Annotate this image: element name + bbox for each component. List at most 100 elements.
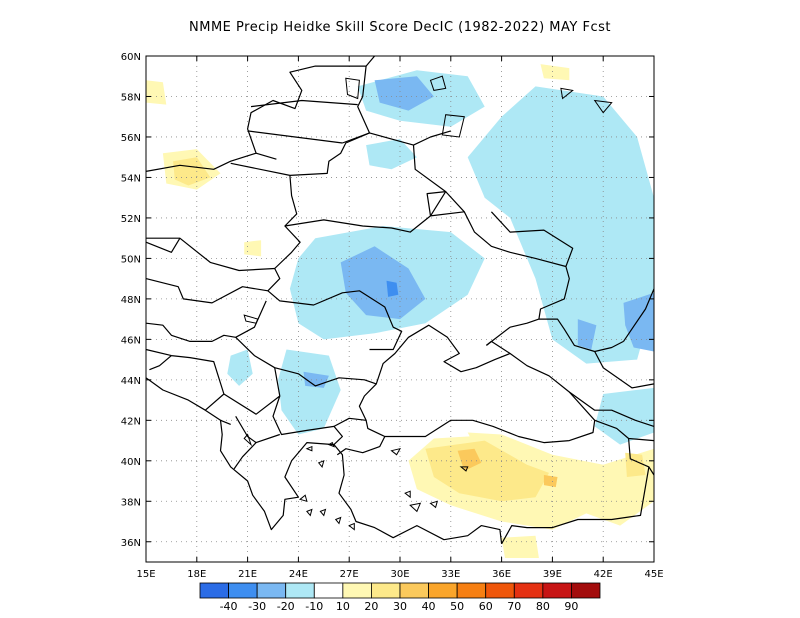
y-tick-label: 58N [121, 92, 141, 103]
y-tick-label: 50N [121, 254, 141, 265]
country-boundaries [145, 55, 655, 545]
colorbar-label: 50 [450, 600, 464, 613]
colorbar-swatch [542, 582, 572, 599]
y-tick-label: 42N [121, 416, 141, 427]
boundary-line-21 [220, 419, 231, 425]
boundary-line-25 [336, 436, 386, 456]
x-axis-ticks: 15E 18E 21E 24E 27E 30E 33E 36E 39E 42E 45E [136, 56, 664, 580]
chart-title: NMME Precip Heidke Skill Score DecIC (19… [189, 20, 611, 35]
boundary-line-11 [145, 278, 268, 304]
boundary-line-22 [145, 377, 503, 544]
island-5 [319, 508, 327, 517]
boundary-line-20 [255, 433, 280, 444]
colorbar-swatch [456, 582, 487, 599]
skill-field-0 [467, 86, 654, 364]
colorbar-label: 60 [479, 600, 493, 613]
boundary-line-33 [490, 211, 574, 267]
colorbar-label: 90 [564, 600, 578, 613]
island-3 [317, 459, 325, 468]
colorbar-swatch [399, 582, 429, 599]
lake-5 [593, 99, 613, 114]
boundary-line-24 [365, 353, 596, 444]
colorbar-swatch [228, 582, 258, 599]
boundary-line-7 [342, 132, 447, 217]
boundary-line-5 [267, 175, 403, 351]
colorbar-swatch [199, 582, 229, 599]
colorbar-swatch [313, 582, 344, 599]
boundary-line-12 [145, 300, 267, 342]
boundary-line-8 [230, 162, 291, 176]
skill-score-fields [146, 64, 654, 558]
y-tick-label: 60N [121, 52, 141, 63]
colorbar-label: 80 [536, 600, 550, 613]
lake-3 [560, 87, 574, 100]
island-2 [305, 445, 313, 452]
lake-7 [243, 433, 253, 447]
colorbar-label: 10 [336, 600, 350, 613]
skill-field-19 [244, 240, 262, 257]
skill-field-15 [146, 80, 167, 105]
colorbar-swatch [256, 582, 287, 599]
x-tick-label: 42E [594, 569, 613, 580]
boundary-line-35 [413, 130, 451, 146]
skill-field-6 [227, 349, 253, 386]
colorbar-label: -30 [248, 600, 266, 613]
boundary-line-27 [594, 351, 655, 389]
x-tick-label: 30E [390, 569, 409, 580]
island-4 [299, 494, 308, 503]
island-12 [404, 490, 411, 499]
colorbar-label: 40 [422, 600, 436, 613]
y-tick-label: 40N [121, 457, 141, 468]
island-0 [459, 466, 469, 472]
x-tick-label: 21E [238, 569, 257, 580]
colorbar-swatch [571, 582, 601, 599]
boundary-line-19 [233, 415, 257, 470]
boundary-line-17 [149, 355, 172, 371]
x-tick-label: 39E [543, 569, 562, 580]
colorbar-swatch [485, 582, 515, 599]
boundary-line-3 [247, 130, 343, 144]
boundary-line-30 [628, 438, 655, 476]
boundary-line-13 [235, 336, 377, 387]
skill-field-3 [278, 349, 341, 435]
island-11 [409, 502, 422, 513]
lake-4 [441, 114, 465, 138]
skill-field-10 [577, 319, 597, 350]
colorbar-label: 70 [507, 600, 521, 613]
boundary-line-15 [333, 426, 343, 446]
boundary-line-14 [272, 367, 367, 436]
y-tick-label: 38N [121, 497, 141, 508]
colorbar-label: -10 [305, 600, 323, 613]
colorbar-label: -40 [220, 600, 238, 613]
boundary-line-26 [538, 318, 624, 353]
x-tick-label: 45E [644, 569, 663, 580]
x-tick-label: 36E [492, 569, 511, 580]
boundary-line-16 [145, 348, 225, 411]
colorbar-swatch [285, 582, 315, 599]
skill-field-7 [374, 76, 434, 111]
skill-field-21 [173, 157, 211, 186]
lake-1 [345, 77, 360, 100]
y-axis-ticks: 36N 38N 40N 42N 44N 46N 48N 50N 52N 54N 56N 58N 60N [121, 52, 654, 549]
colorbar-label: -20 [277, 600, 295, 613]
colorbar-label: 30 [393, 600, 407, 613]
x-tick-label: 24E [289, 569, 308, 580]
lake-6 [243, 314, 259, 324]
y-tick-label: 54N [121, 173, 141, 184]
skill-field-23 [457, 448, 482, 471]
skill-field-4 [594, 387, 654, 445]
colorbar-label: 20 [364, 600, 378, 613]
colorbar-swatch [342, 582, 372, 599]
boundary-line-18 [223, 393, 281, 415]
boundary-line-28 [568, 391, 655, 427]
island-6 [334, 516, 342, 525]
island-7 [348, 522, 355, 531]
island-10 [429, 500, 439, 509]
skill-field-5 [366, 139, 417, 170]
boundary-line-32 [623, 288, 655, 342]
boundary-line-23 [358, 324, 511, 421]
colorbar: -40 -30 -20 -10 10 20 30 40 50 60 70 80 90 [199, 582, 601, 613]
boundary-line-9 [146, 237, 275, 272]
x-tick-label: 33E [441, 569, 460, 580]
